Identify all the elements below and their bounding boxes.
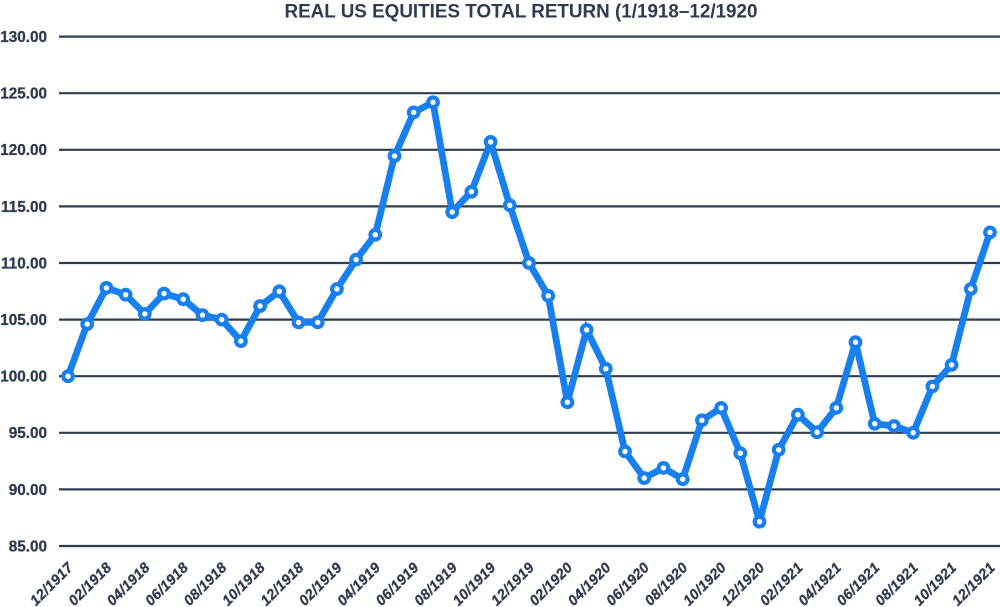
svg-text:100.00: 100.00 <box>0 369 47 386</box>
svg-text:130.00: 130.00 <box>0 29 47 46</box>
svg-text:90.00: 90.00 <box>9 482 47 499</box>
svg-text:125.00: 125.00 <box>0 86 47 103</box>
svg-text:12/1921: 12/1921 <box>949 560 998 607</box>
svg-text:105.00: 105.00 <box>0 312 47 329</box>
svg-text:95.00: 95.00 <box>9 425 47 442</box>
svg-text:85.00: 85.00 <box>9 538 47 555</box>
svg-text:120.00: 120.00 <box>0 142 47 159</box>
svg-text:110.00: 110.00 <box>1 255 47 272</box>
svg-text:115.00: 115.00 <box>1 199 47 216</box>
svg-text:REAL US EQUITIES TOTAL RETURN: REAL US EQUITIES TOTAL RETURN (1/1918–12… <box>285 1 758 23</box>
